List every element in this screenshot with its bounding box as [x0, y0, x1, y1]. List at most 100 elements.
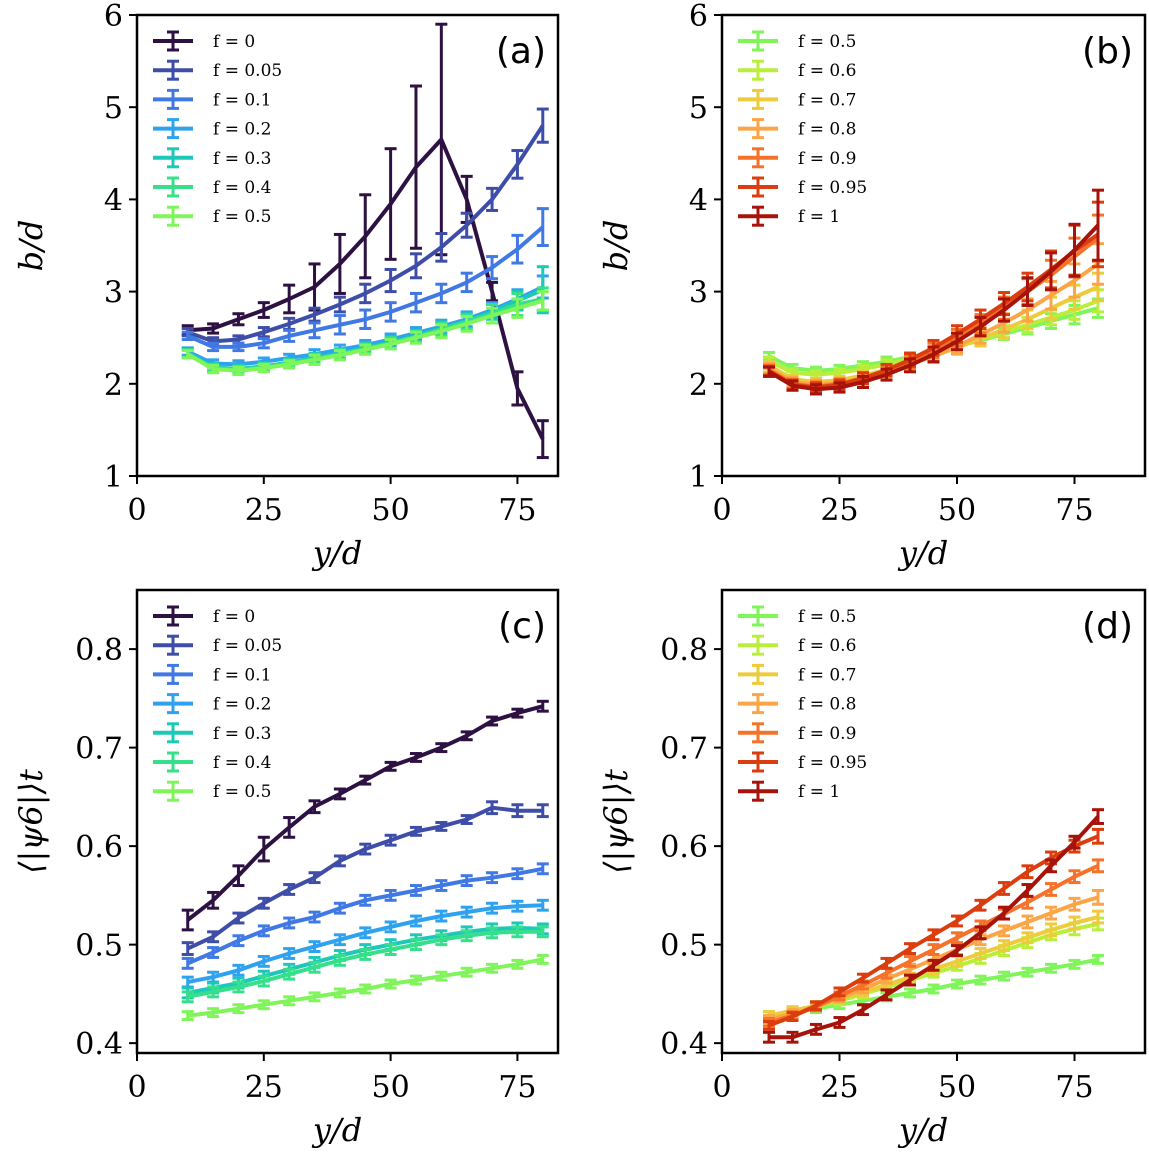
series-c-3: [181, 898, 549, 989]
series-c-1: [181, 800, 549, 956]
y-tick-label: 2: [689, 368, 708, 403]
x-axis-label: y/d: [311, 534, 362, 572]
series-c-0: [181, 699, 549, 932]
series-line: [186, 298, 544, 373]
legend-label: f = 0.9: [798, 149, 856, 169]
y-axis-label: ⟨|ψ6|⟩t: [597, 769, 635, 874]
legend-item: f = 0.3: [153, 722, 271, 744]
x-tick-label: 0: [127, 1070, 146, 1105]
legend-label: f = 0.95: [798, 178, 867, 198]
series-a-0: [181, 22, 549, 460]
series-d-5: [763, 827, 1104, 1031]
legend-label: f = 0.7: [798, 90, 856, 110]
legend-item: f = 0.2: [153, 118, 271, 140]
axes-frame: [135, 13, 560, 478]
panel-c: 0 25 50 75 0.4 0.5 0.6 0.7 0.8 y/d ⟨|ψ6|⟩t (c) f = 0…: [12, 588, 560, 1149]
series-d-6: [763, 808, 1104, 1044]
legend-item: f = 0.7: [738, 88, 856, 110]
legend-item: f = 0.8: [738, 693, 856, 715]
legend-label: f = 0.5: [213, 782, 271, 802]
x-axis-label: y/d: [311, 1111, 362, 1149]
legend: f = 0 f = 0.05 f = 0.1 f = 0.2 f = 0.3 f = 0.…: [153, 605, 282, 802]
y-tick-label: 0.5: [75, 929, 123, 964]
legend-label: f = 0.5: [213, 207, 271, 227]
legend-label: f = 0.3: [213, 149, 271, 169]
legend-item: f = 0.1: [153, 88, 271, 110]
legend-label: f = 1: [798, 207, 840, 227]
series-line: [186, 704, 544, 922]
legend-label: f = 0.05: [213, 636, 282, 656]
x-axis-label: y/d: [897, 534, 948, 572]
legend: f = 0.5 f = 0.6 f = 0.7 f = 0.8 f = 0.9 f = 0…: [738, 30, 867, 227]
legend-item: f = 0.8: [738, 118, 856, 140]
legend-item: f = 0: [153, 30, 255, 52]
y-tick-label: 4: [104, 183, 123, 218]
legend-label: f = 0.6: [798, 636, 856, 656]
legend-label: f = 0.1: [213, 90, 271, 110]
series-line: [187, 903, 543, 985]
legend-item: f = 0.5: [738, 605, 856, 627]
series-a-6: [181, 290, 549, 377]
y-tick-label: 0.8: [75, 633, 123, 668]
panel-d: 0 25 50 75 0.4 0.5 0.6 0.7 0.8 y/d ⟨|ψ6|⟩t (d) f = 0…: [597, 588, 1147, 1149]
axes-frame: [720, 13, 1147, 478]
x-tick-label: 25: [820, 493, 858, 528]
legend-label: f = 0.2: [213, 120, 271, 140]
legend-item: f = 0.3: [153, 147, 271, 169]
legend-item: f = 0.95: [738, 751, 867, 773]
legend: f = 0.5 f = 0.6 f = 0.7 f = 0.8 f = 0.9 f = 0…: [738, 605, 867, 802]
legend-item: f = 0.6: [738, 59, 856, 81]
series-line: [187, 957, 544, 1018]
legend-item: f = 1: [738, 205, 840, 227]
series-c-5: [181, 925, 549, 1004]
y-axis-label: b/d: [12, 220, 50, 272]
legend-item: f = 0.4: [153, 751, 271, 773]
x-tick-label: 50: [938, 1070, 976, 1105]
series-line: [186, 225, 545, 349]
x-tick-label: 75: [498, 493, 536, 528]
y-tick-label: 1: [104, 460, 123, 495]
series-a-2: [181, 207, 549, 353]
y-tick-label: 4: [689, 183, 708, 218]
legend-item: f = 0.1: [153, 663, 271, 685]
legend-label: f = 0: [213, 607, 255, 627]
legend-label: f = 0.05: [213, 61, 282, 81]
y-tick-label: 6: [104, 0, 123, 34]
legend-label: f = 0.2: [213, 695, 271, 715]
legend-item: f = 0.5: [153, 205, 271, 227]
legend-item: f = 0.9: [738, 147, 856, 169]
panel-tag: (b): [1082, 31, 1133, 72]
legend-label: f = 0.8: [798, 120, 856, 140]
series-line: [768, 834, 1099, 1028]
x-tick-label: 75: [1055, 493, 1093, 528]
legend-label: f = 1: [798, 782, 840, 802]
series-line: [187, 929, 543, 999]
x-tick-label: 75: [498, 1070, 536, 1105]
legend-item: f = 0.05: [153, 59, 282, 81]
legend-label: f = 0.9: [798, 724, 856, 744]
x-axis-label: y/d: [897, 1111, 948, 1149]
series-line: [186, 866, 544, 966]
legend-item: f = 0.5: [153, 780, 271, 802]
x-tick-label: 50: [372, 493, 410, 528]
y-tick-label: 5: [689, 91, 708, 126]
series-line: [187, 137, 545, 440]
axes-frame: [720, 588, 1147, 1055]
legend-item: f = 0.6: [738, 634, 856, 656]
legend-label: f = 0.7: [798, 665, 856, 685]
panel-tag: (c): [498, 606, 546, 647]
legend-label: f = 0.5: [798, 32, 856, 52]
y-tick-label: 1: [689, 460, 708, 495]
legend-item: f = 0.7: [738, 663, 856, 685]
series-b-6: [763, 188, 1104, 396]
y-tick-label: 0.8: [660, 633, 708, 668]
y-tick-label: 6: [689, 0, 708, 34]
x-tick-label: 75: [1055, 1070, 1093, 1105]
legend-label: f = 0.8: [798, 695, 856, 715]
series-line: [768, 957, 1099, 1018]
panel-tag: (a): [496, 31, 546, 72]
x-tick-label: 50: [938, 493, 976, 528]
axes-frame: [135, 588, 560, 1055]
legend-label: f = 0.3: [213, 724, 271, 744]
